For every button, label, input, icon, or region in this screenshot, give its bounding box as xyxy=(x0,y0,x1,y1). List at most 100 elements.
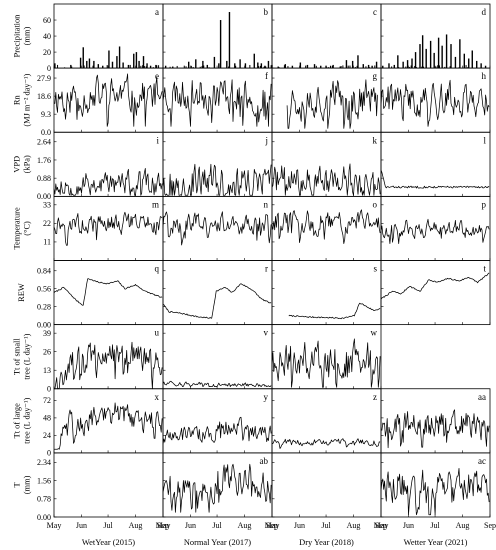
precip-bar xyxy=(315,65,317,69)
precip-bar xyxy=(258,66,260,69)
x-axes: May Jun Jul Aug Sep WetYear (2015) May Jun Jul Au… xyxy=(47,521,496,547)
precip-bar xyxy=(164,65,167,69)
precip-bar xyxy=(421,35,424,69)
precip-bar xyxy=(133,66,135,69)
precip-bar xyxy=(357,55,359,69)
panel-letter: q xyxy=(155,264,160,274)
precip-bar xyxy=(468,58,470,69)
y-axis-label-line: VPD xyxy=(13,156,22,173)
y-tick-label: 18.6 xyxy=(37,92,51,101)
precip-bar xyxy=(206,64,209,69)
precip-bar xyxy=(185,66,187,69)
precip-bar xyxy=(228,12,231,69)
precip-bar xyxy=(313,64,316,69)
series-line xyxy=(380,169,490,189)
series-line xyxy=(286,79,378,129)
y-axis-label-line: (mm) xyxy=(23,27,32,46)
y-axis-label-line: Rn xyxy=(13,94,22,105)
precip-bar xyxy=(213,56,216,69)
series-line xyxy=(53,168,163,196)
y-axis-labels: 0204060Precipitation(mm)0.09.318.627.9Rn… xyxy=(13,14,52,522)
panel-l: l xyxy=(380,131,491,197)
precip-bar xyxy=(437,37,440,69)
panel-frame xyxy=(162,3,273,69)
series-line xyxy=(271,209,381,244)
panel-letter: y xyxy=(264,392,269,402)
precip-bar xyxy=(437,65,439,69)
precip-bar xyxy=(356,65,358,69)
precip-bar xyxy=(138,60,140,69)
y-tick-label: 22 xyxy=(43,219,51,228)
precip-bar xyxy=(332,64,334,69)
precip-bar xyxy=(484,65,487,69)
y-axis-label: Precipitation(mm) xyxy=(13,14,32,58)
y-tick-label: 26 xyxy=(43,348,51,357)
precip-bar xyxy=(425,48,427,69)
series-line xyxy=(380,79,490,127)
precip-bar xyxy=(414,65,416,69)
series-line xyxy=(380,272,490,300)
precip-bar xyxy=(218,63,220,69)
precip-bar xyxy=(398,67,400,69)
series-line xyxy=(288,302,381,320)
y-tick-label: 0.0 xyxy=(41,128,51,137)
precip-bar xyxy=(93,60,95,69)
y-axis-label: Rn(MJ m⁻² day⁻¹) xyxy=(13,74,32,127)
precip-bar xyxy=(450,44,452,69)
precip-bar xyxy=(195,59,197,69)
panel-frame xyxy=(271,260,382,326)
panel-frame xyxy=(53,260,164,326)
y-tick-label: 40 xyxy=(43,32,51,41)
y-axis-label-line: (kPa) xyxy=(23,155,32,173)
y-tick-label: 11 xyxy=(43,238,51,247)
precip-bar xyxy=(140,65,142,69)
x-tick-label: May xyxy=(265,521,280,530)
panel-letter: a xyxy=(155,7,159,17)
panel-r: r xyxy=(162,260,273,326)
x-tick-label: Jun xyxy=(76,521,87,530)
precip-bar xyxy=(133,53,135,69)
y-tick-label: 13 xyxy=(43,366,51,375)
precip-bar xyxy=(376,65,378,69)
precip-bar xyxy=(80,66,82,69)
precip-bar xyxy=(145,66,147,69)
series-line xyxy=(380,409,490,449)
precip-bar xyxy=(354,67,356,69)
panel-j: j xyxy=(162,131,273,197)
panel-frame xyxy=(162,388,273,454)
precip-bar xyxy=(219,20,222,69)
precip-bar xyxy=(411,58,413,69)
panel-letter: i xyxy=(156,135,159,145)
x-tick-label: Jun xyxy=(185,521,196,530)
precip-bar xyxy=(454,56,457,69)
series-line xyxy=(162,79,272,127)
series-line xyxy=(54,402,163,450)
y-tick-label: 0 xyxy=(47,64,51,73)
precip-bar xyxy=(149,65,152,69)
precip-bar xyxy=(271,65,273,69)
x-tick-label: Aug xyxy=(456,521,470,530)
precip-bar xyxy=(172,66,174,69)
precip-bar xyxy=(463,53,466,69)
panel-frame xyxy=(271,3,382,69)
precip-bar xyxy=(70,64,72,69)
precip-bar xyxy=(287,66,289,69)
precip-bar xyxy=(57,64,59,69)
y-axis-label: Tt of largetree (L day⁻¹) xyxy=(13,398,32,444)
y-tick-label: 2.34 xyxy=(37,458,51,467)
y-tick-label: 0.00 xyxy=(37,320,51,329)
precip-bar xyxy=(86,60,88,69)
precip-bar xyxy=(267,60,270,69)
precip-bar xyxy=(283,65,285,69)
precip-bar xyxy=(342,65,344,69)
y-axis-label: VPD(kPa) xyxy=(13,155,32,173)
panel-letter: ab xyxy=(260,456,269,466)
precip-bar xyxy=(183,65,185,69)
panel-frame xyxy=(53,452,164,518)
x-tick-label: Aug xyxy=(347,521,361,530)
precip-bar xyxy=(345,60,348,69)
precip-bar xyxy=(226,60,228,69)
y-tick-label: 0.84 xyxy=(37,267,51,276)
precip-bar xyxy=(326,67,328,69)
precip-bar xyxy=(228,66,230,69)
